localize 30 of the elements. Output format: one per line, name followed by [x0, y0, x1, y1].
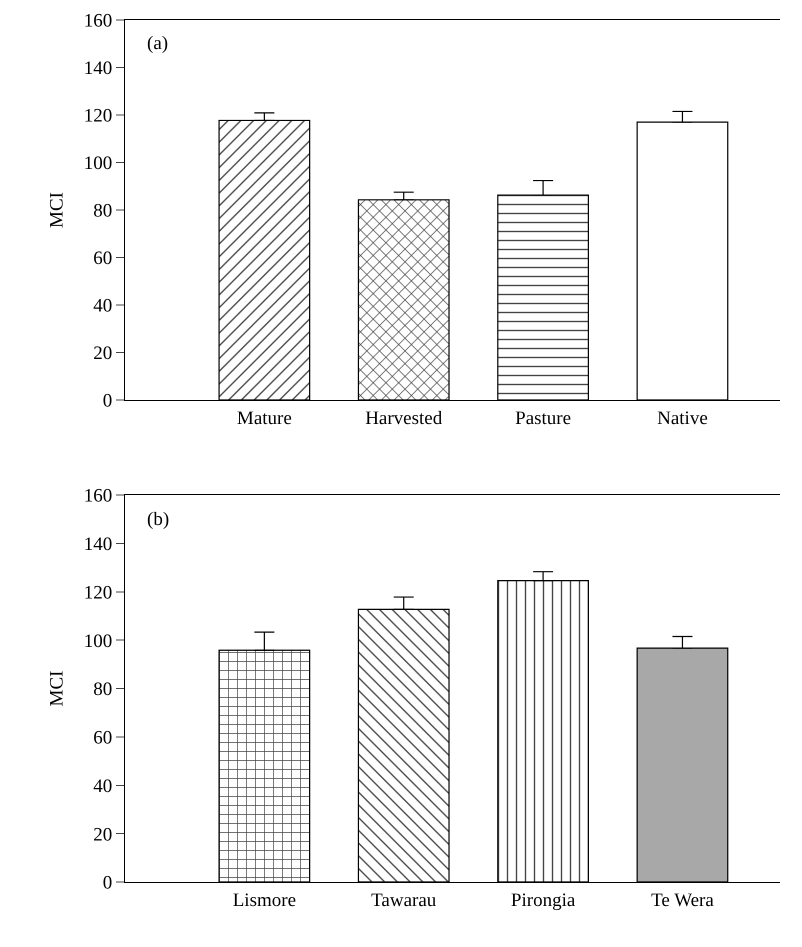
y-tick-label: 140: [84, 58, 112, 80]
y-tick-label: 160: [84, 10, 112, 32]
y-tick-label: 40: [93, 776, 112, 797]
y-tick-label: 140: [84, 534, 112, 556]
x-tick-label: Tawarau: [371, 890, 437, 911]
y-tick-label: 40: [93, 296, 112, 317]
y-tick-label: 120: [84, 106, 112, 127]
x-tick-label: Pirongia: [510, 890, 576, 911]
y-tick-label: 80: [93, 679, 112, 700]
y-tick-label: 120: [84, 582, 112, 604]
y-tick-label: 60: [93, 248, 112, 270]
x-tick-label: Te Wera: [651, 890, 714, 911]
y-tick-label: 60: [93, 728, 112, 749]
x-tick-label: Lismore: [232, 890, 296, 911]
x-tick-label: Harvested: [365, 408, 443, 429]
y-tick-label: 80: [93, 200, 112, 222]
y-tick-label: 0: [102, 390, 112, 412]
x-tick-label: Native: [657, 408, 708, 429]
x-tick-label: Mature: [236, 408, 292, 429]
y-tick-label: 160: [84, 486, 112, 507]
x-tick-label: Pasture: [515, 408, 572, 429]
annotation: (b): [147, 509, 170, 530]
y-tick-label: 0: [102, 872, 112, 894]
y-tick-label: 100: [84, 153, 112, 174]
y-axis-title: MCI: [46, 670, 68, 706]
y-tick-label: 20: [93, 824, 112, 846]
y-tick-label: 100: [84, 630, 112, 652]
y-axis-title: MCI: [46, 192, 68, 228]
annotation: (a): [147, 33, 168, 54]
y-tick-label: 20: [93, 343, 112, 364]
